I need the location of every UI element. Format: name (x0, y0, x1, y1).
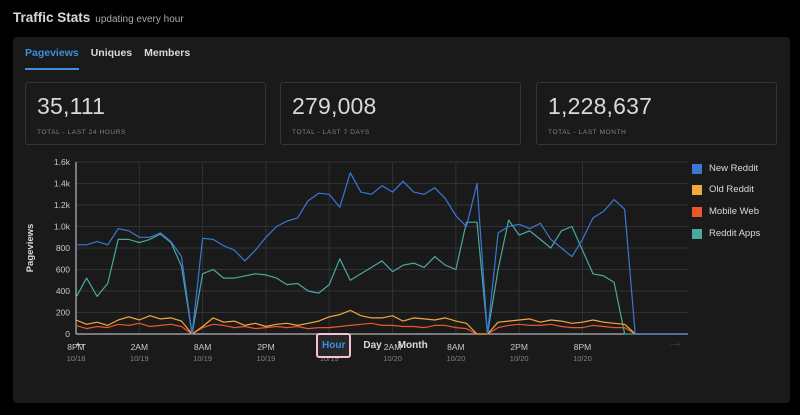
x-tick-date: 10/20 (446, 354, 465, 363)
range-month-button[interactable]: Month (397, 340, 428, 351)
stat-value: 279,008 (292, 93, 377, 119)
y-tick-label: 800 (56, 243, 70, 253)
x-tick-date: 10/18 (67, 354, 86, 363)
stat-card-month: 1,228,637 TOTAL - LAST MONTH (536, 82, 777, 145)
x-tick-date: 10/19 (130, 354, 149, 363)
x-tick-date: 10/20 (383, 354, 402, 363)
x-tick-label: 2AM (131, 342, 148, 352)
stat-label: TOTAL - LAST MONTH (548, 129, 627, 136)
series-line-old-reddit (75, 309, 688, 335)
metric-tabs: Pageviews Uniques Members (25, 47, 190, 70)
tab-pageviews[interactable]: Pageviews (25, 47, 79, 70)
stat-value: 35,111 (37, 93, 106, 119)
legend-reddit-apps[interactable]: Reddit Apps (692, 228, 760, 239)
legend-swatch (692, 206, 702, 217)
y-tick-label: 200 (56, 308, 70, 318)
series-line-reddit-apps (75, 219, 688, 335)
traffic-panel: Pageviews Uniques Members 35,111 TOTAL -… (13, 37, 790, 403)
y-tick-label: 1.2k (54, 200, 71, 210)
x-tick-date: 10/20 (573, 354, 592, 363)
y-tick-label: 0 (65, 329, 70, 339)
x-tick-label: 2PM (257, 342, 274, 352)
tab-uniques[interactable]: Uniques (90, 47, 133, 59)
legend-label: Reddit Apps (709, 228, 761, 239)
series-line-new-reddit (76, 172, 688, 335)
stat-card-24h: 35,111 TOTAL - LAST 24 HOURS (25, 82, 266, 145)
y-tick-label: 400 (56, 286, 70, 296)
x-tick-date: 10/19 (193, 354, 212, 363)
range-hour-button[interactable]: Hour (316, 333, 352, 358)
y-axis-label: Pageviews (25, 224, 36, 273)
tab-members[interactable]: Members (144, 47, 191, 59)
page-subtitle: updating every hour (95, 14, 184, 25)
stat-card-7d: 279,008 TOTAL - LAST 7 DAYS (280, 82, 521, 145)
stat-value: 1,228,637 (548, 93, 653, 119)
y-tick-label: 1.0k (54, 222, 71, 232)
x-tick-date: 10/19 (257, 354, 276, 363)
range-selector: Hour Day Month (316, 333, 432, 358)
x-tick-date: 10/20 (510, 354, 529, 363)
stat-label: TOTAL - LAST 7 DAYS (292, 129, 370, 136)
legend-swatch (692, 228, 702, 239)
y-tick-label: 1.4k (54, 179, 71, 189)
page-title: Traffic Stats (13, 10, 91, 25)
x-tick-label: 8PM (574, 342, 591, 352)
back-arrow-icon[interactable]: ← (73, 334, 89, 351)
legend-label: Old Reddit (709, 184, 754, 195)
x-tick-label: 8AM (447, 342, 464, 352)
page-header: Traffic Stats updating every hour (13, 10, 184, 25)
x-tick-label: 2PM (510, 342, 527, 352)
legend-new-reddit[interactable]: New Reddit (692, 163, 758, 174)
x-tick-label: 8PM (67, 342, 84, 352)
stat-label: TOTAL - LAST 24 HOURS (37, 129, 126, 136)
x-tick-label: 2AM (384, 342, 401, 352)
forward-arrow-icon[interactable]: → (667, 334, 683, 351)
legend-swatch (692, 163, 702, 174)
legend-mobile-web[interactable]: Mobile Web (692, 206, 759, 217)
x-tick-label: 8AM (194, 342, 211, 352)
y-tick-label: 1.6k (54, 157, 71, 167)
x-tick-date: 10/19 (320, 354, 339, 363)
legend-old-reddit[interactable]: Old Reddit (692, 184, 754, 195)
series-line-mobile-web (75, 322, 688, 335)
y-tick-label: 600 (56, 265, 70, 275)
legend-label: New Reddit (709, 163, 759, 174)
range-day-button[interactable]: Day (363, 340, 382, 351)
legend-label: Mobile Web (709, 206, 759, 217)
legend-swatch (692, 184, 702, 195)
